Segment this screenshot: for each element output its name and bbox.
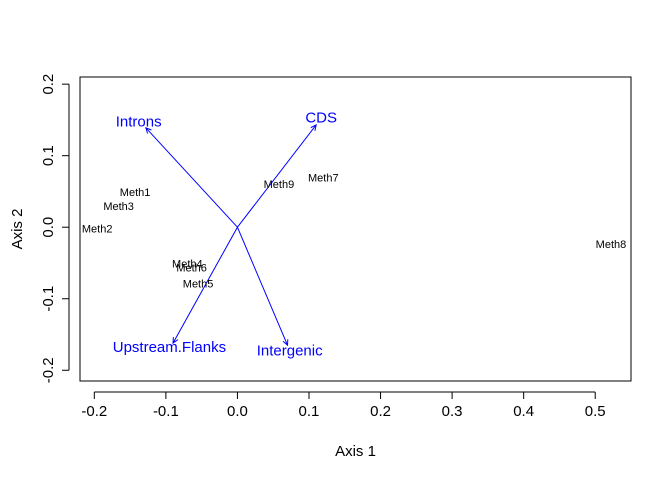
x-tick-label: 0.1 (299, 403, 320, 420)
vector-label: CDS (305, 109, 337, 126)
vector-arrow-line (172, 226, 238, 344)
vector-label: Intergenic (257, 343, 323, 360)
vector-label: Upstream.Flanks (113, 339, 226, 356)
point-label: Meth7 (308, 172, 339, 184)
sample-points: Meth1 Meth3 Meth2 Meth9 Meth7 Meth8 Meth4Meth6… (82, 172, 626, 290)
y-tick-label: 0.2 (40, 74, 57, 95)
x-tick-label: 0.0 (227, 403, 248, 420)
point-label: Meth2 (82, 223, 113, 235)
point-label: Meth4 (172, 258, 203, 270)
x-tick-label: -0.2 (81, 403, 107, 420)
x-tick-label: 0.5 (585, 403, 606, 420)
vector-arrowhead (172, 337, 179, 345)
point-label: Meth3 (103, 201, 134, 213)
x-axis-title: Axis 1 (335, 443, 376, 460)
x-tick-label: -0.1 (153, 403, 179, 420)
vector-arrowhead (310, 124, 317, 131)
axes: -0.2 -0.1 0.0 0.1 0.2 0.3 0.4 0.5 -0.2 -0.1 0.0 0.1… (40, 74, 632, 420)
y-tick-label: -0.2 (40, 357, 57, 383)
x-tick-label: 0.3 (442, 403, 463, 420)
y-tick-label: 0.0 (40, 217, 57, 238)
point-label: Meth8 (596, 239, 627, 251)
x-tick-label: 0.4 (513, 403, 534, 420)
vector-arrowhead (145, 126, 152, 134)
y-tick-label: 0.1 (40, 145, 57, 166)
vector-label: Introns (116, 114, 162, 131)
plot-frame (79, 76, 632, 382)
x-tick-label: 0.2 (370, 403, 391, 420)
vector-arrow-line (145, 127, 238, 228)
point-label: Meth1 (120, 187, 151, 199)
y-axis-title: Axis 2 (9, 209, 26, 250)
point-label: Meth6 (176, 263, 207, 275)
point-label: Meth9 (264, 179, 295, 191)
vector-arrow-line (237, 124, 317, 228)
loading-vectors: Introns CDS Upstream.Flanks Intergenic (113, 109, 337, 359)
vector-arrow-line (236, 227, 288, 346)
point-label: Meth5 (183, 278, 214, 290)
vector-arrowhead (282, 339, 289, 347)
y-tick-label: -0.1 (40, 286, 57, 312)
